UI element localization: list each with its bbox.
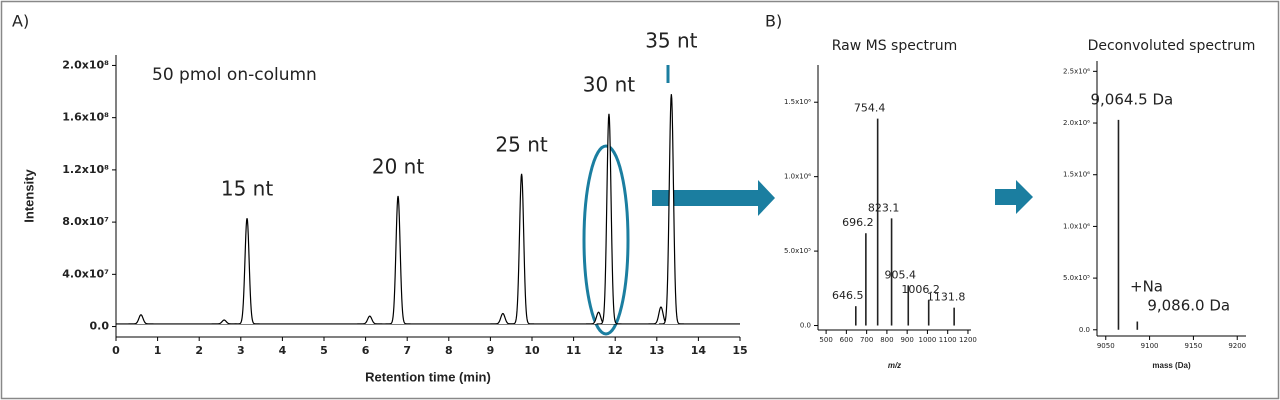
x-tick-label: 2 — [195, 344, 203, 357]
arrow — [995, 180, 1033, 214]
x-tick-label: 9050 — [1097, 342, 1115, 350]
x-tick-label: 0 — [112, 344, 120, 357]
x-tick-label: 5 — [320, 344, 328, 357]
peak-label: 696.2 — [842, 216, 874, 229]
panel-label: B) — [765, 12, 782, 31]
x-tick-label: 9200 — [1228, 342, 1246, 350]
y-tick-label: 8.0x10⁷ — [62, 215, 109, 228]
peak-label: 15 nt — [221, 177, 273, 201]
x-tick-label: 1 — [154, 344, 162, 357]
y-tick-label: 0.0 — [90, 320, 110, 333]
x-tick-label: 4 — [279, 344, 287, 357]
peak-label: 823.1 — [868, 201, 900, 214]
peak-label: 754.4 — [854, 102, 886, 115]
x-tick-label: 1000 — [919, 336, 937, 344]
y-tick-label: 1.6x10⁸ — [62, 111, 109, 124]
peak-label: 905.4 — [885, 268, 917, 281]
peak-label: 1006.2 — [901, 283, 940, 296]
x-tick-label: 7 — [403, 344, 411, 357]
y-axis-label: Intensity — [21, 169, 36, 223]
x-tick-label: 9150 — [1184, 342, 1202, 350]
peak — [385, 195, 411, 325]
panel-label: A) — [12, 12, 29, 31]
x-tick-label: 500 — [819, 336, 832, 344]
peak-label: 30 nt — [583, 72, 635, 96]
x-tick-label: 9100 — [1141, 342, 1159, 350]
peak — [234, 218, 260, 325]
x-axis-label: Retention time (min) — [365, 369, 491, 384]
x-tick-label: 3 — [237, 344, 245, 357]
y-tick-label: 1.0x10⁶ — [1063, 222, 1090, 230]
y-tick-label: 1.2x10⁸ — [62, 163, 109, 176]
y-tick-label: 1.0x10⁶ — [784, 173, 811, 181]
x-tick-label: 1200 — [959, 336, 977, 344]
x-tick-label: 800 — [880, 336, 893, 344]
y-tick-label: 2.5x10⁶ — [1063, 67, 1090, 75]
x-tick-label: 1100 — [939, 336, 957, 344]
x-tick-label: 14 — [691, 344, 707, 357]
y-tick-label: 0.0 — [800, 322, 811, 330]
x-tick-label: 700 — [860, 336, 873, 344]
x-tick-label: 8 — [445, 344, 453, 357]
x-tick-label: 9 — [487, 344, 495, 357]
peak — [658, 94, 684, 325]
y-tick-label: 2.0x10⁸ — [62, 58, 109, 71]
x-tick-label: 10 — [524, 344, 540, 357]
annotation: 50 pmol on-column — [152, 65, 317, 85]
peak-label: 25 nt — [495, 132, 547, 156]
highlight-ellipse — [582, 144, 630, 336]
x-tick-label: 600 — [840, 336, 853, 344]
peak — [128, 314, 154, 325]
annotation: +Na — [1130, 278, 1163, 296]
x-tick-label: 11 — [566, 344, 581, 357]
y-tick-label: 0.0 — [1079, 326, 1090, 334]
x-tick-label: 13 — [649, 344, 664, 357]
arrow — [652, 180, 775, 216]
x-tick-label: 15 — [732, 344, 747, 357]
chart-title: Raw MS spectrum — [832, 38, 958, 54]
x-tick-label: 12 — [608, 344, 623, 357]
peak — [596, 113, 622, 325]
x-tick-label: 900 — [900, 336, 913, 344]
peak-label: 20 nt — [372, 155, 424, 179]
peak — [509, 173, 535, 325]
peak-label: 1131.8 — [927, 291, 966, 304]
y-tick-label: 4.0x10⁷ — [62, 267, 109, 280]
y-tick-label: 5.0x10⁵ — [1063, 274, 1090, 282]
x-axis-label: mass (Da) — [1152, 361, 1191, 370]
y-tick-label: 1.5x10⁶ — [1063, 171, 1090, 179]
y-tick-label: 5.0x10⁵ — [784, 247, 811, 255]
y-tick-label: 1.5x10⁶ — [784, 98, 811, 106]
peak-label: 9,086.0 Da — [1147, 297, 1230, 315]
x-tick-label: 6 — [362, 344, 370, 357]
chart-title: Deconvoluted spectrum — [1088, 38, 1256, 54]
peak-label: 35 nt — [645, 29, 697, 53]
peak-label: 9,064.5 Da — [1090, 90, 1173, 108]
y-tick-label: 2.0x10⁶ — [1063, 119, 1090, 127]
peak — [357, 315, 383, 325]
peak-label: 646.5 — [832, 289, 864, 302]
x-axis-label: m/z — [888, 361, 901, 370]
peak — [211, 319, 237, 325]
